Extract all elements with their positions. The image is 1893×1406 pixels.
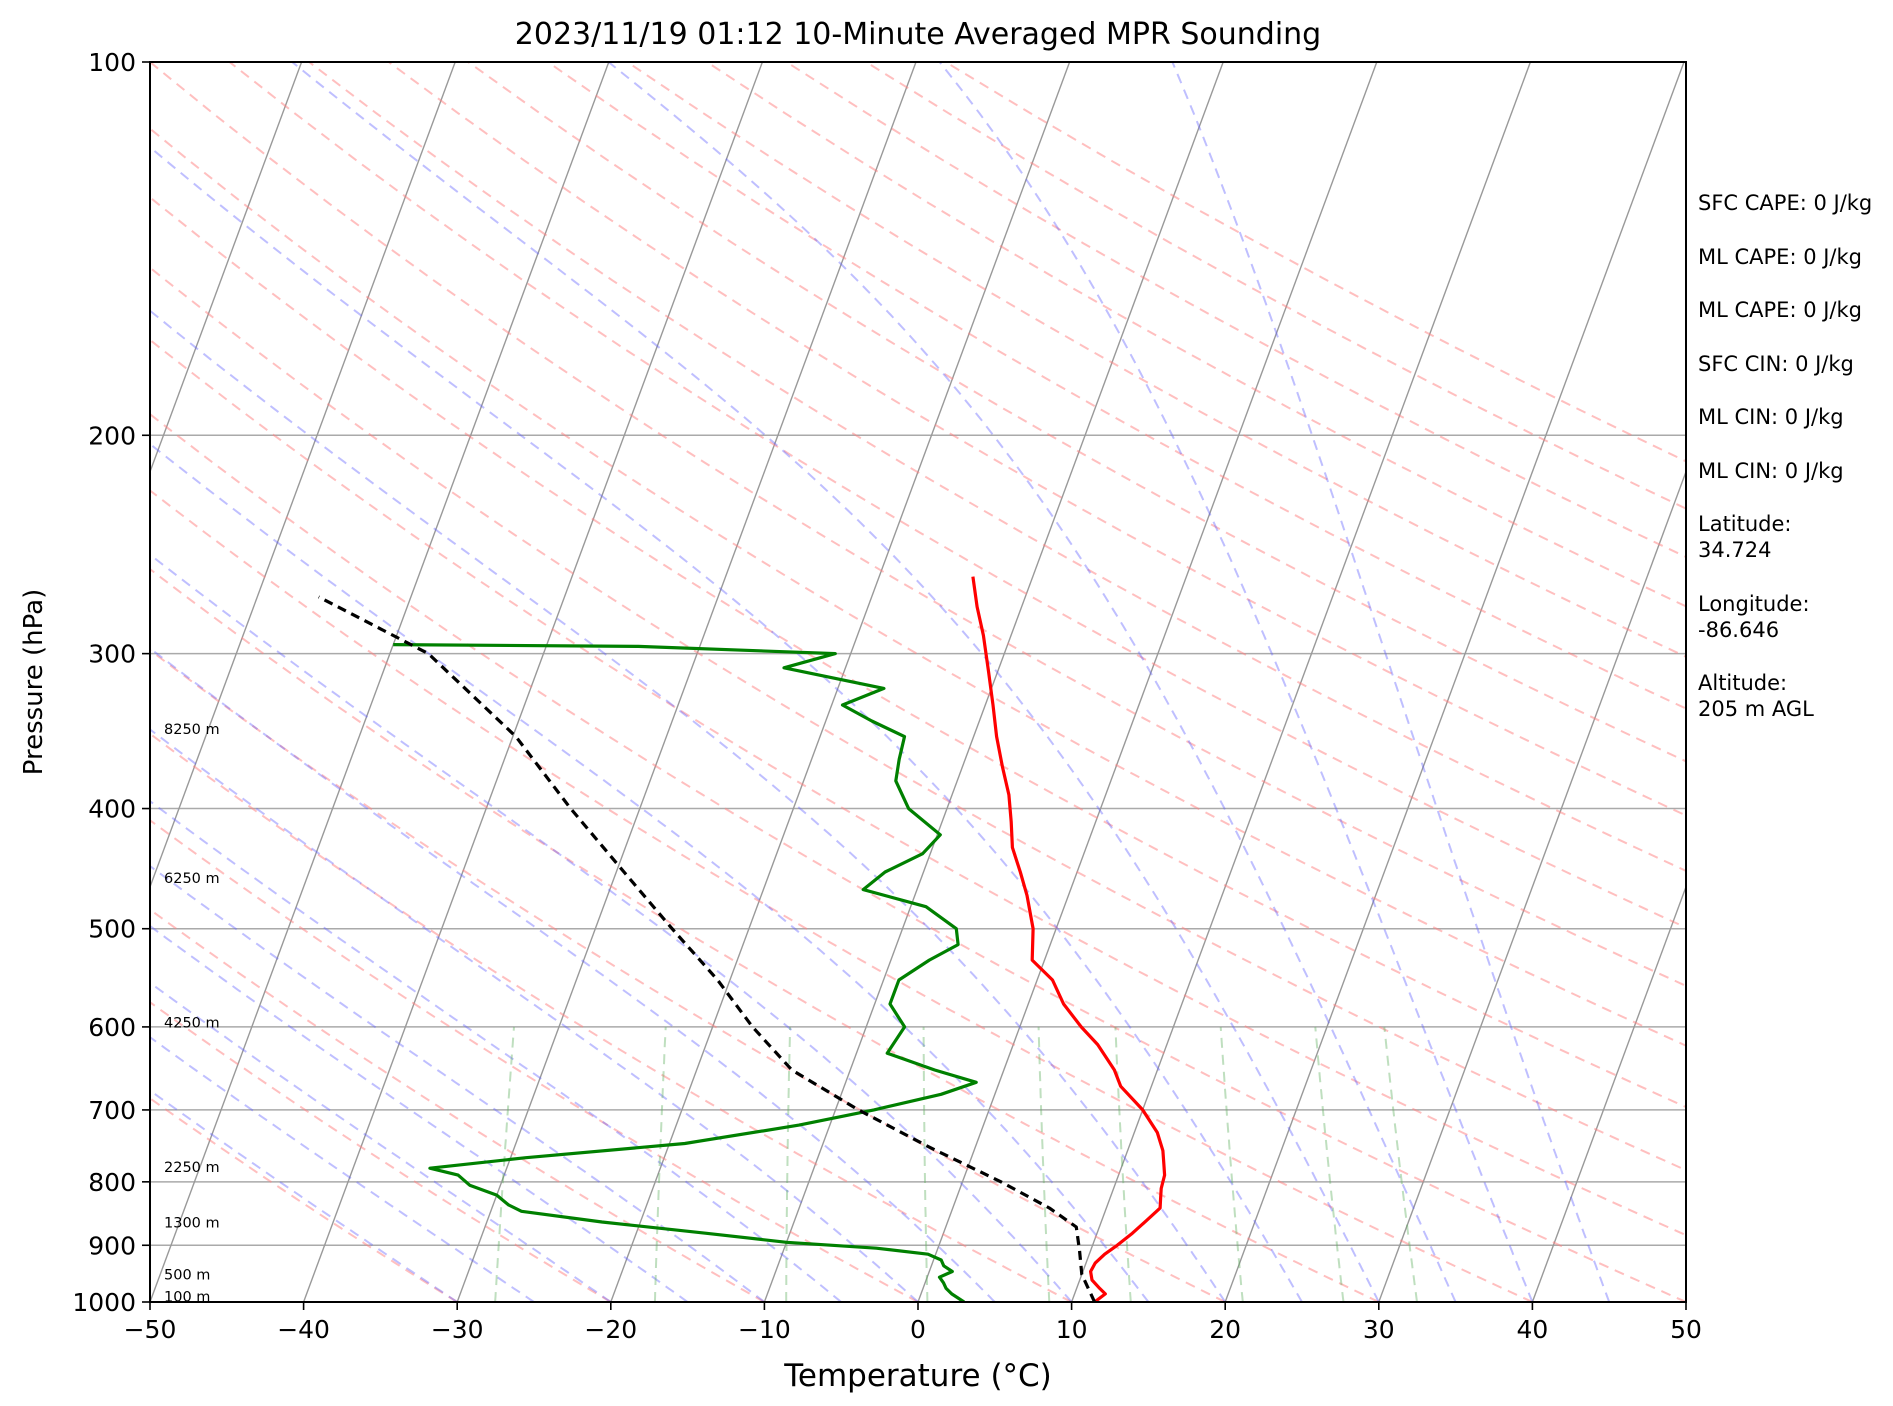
height-label: 1300 m (164, 1216, 220, 1232)
moist-adiabat-line (150, 799, 842, 1302)
dry-adiabat-line (308, 62, 1686, 872)
sounding-stat: Latitude: 34.724 (1698, 512, 1792, 562)
x-tick-label: −40 (277, 1315, 330, 1344)
mixing-ratio-line (653, 1026, 667, 1302)
moist-adiabat-line (607, 62, 1457, 1302)
moist-adiabat-line (291, 62, 1380, 1302)
mixing-ratio-line (785, 1026, 792, 1302)
sounding-stat: ML CAPE: 0 J/kg (1698, 244, 1863, 269)
dry-adiabat-line (150, 732, 1073, 1302)
mixing-ratio-line (1037, 1026, 1051, 1302)
dry-adiabat-line (626, 62, 1686, 658)
height-label: 8250 m (164, 722, 220, 738)
x-tick-label: 10 (1056, 1315, 1088, 1344)
x-tick-label: −50 (124, 1315, 177, 1344)
mixing-ratio-line (1219, 1026, 1244, 1302)
y-axis-label: Pressure (hPa) (19, 589, 49, 776)
height-label: 6250 m (164, 871, 220, 887)
dry-adiabat-line (547, 62, 1686, 710)
isotherm-line (302, 62, 764, 1302)
y-tick-label: 1000 (72, 1288, 136, 1317)
y-tick-label: 600 (88, 1013, 136, 1042)
dry-adiabat-line (150, 338, 1686, 1237)
temperature-profile-line (971, 576, 1167, 1302)
moist-adiabat-line (150, 981, 612, 1302)
moist-adiabat-line (150, 309, 1227, 1302)
moist-adiabat-line (150, 924, 689, 1302)
x-tick-label: −20 (584, 1315, 637, 1344)
y-tick-label: 100 (88, 48, 136, 77)
x-tick-label: −10 (738, 1315, 791, 1344)
dry-adiabat-line (150, 196, 1686, 1109)
sounding-stat: SFC CAPE: 0 J/kg (1698, 191, 1873, 215)
x-tick-label: 50 (1670, 1315, 1702, 1344)
moist-adiabat-line (150, 728, 919, 1302)
moist-adiabat-line (150, 145, 1303, 1302)
dry-adiabat-line (228, 62, 1686, 929)
y-tick-label: 800 (88, 1168, 136, 1197)
y-tick-label: 700 (88, 1096, 136, 1125)
x-axis-label: Temperature (°C) (783, 1358, 1052, 1394)
moist-adiabat-line (150, 647, 996, 1302)
x-tick-label: 30 (1363, 1315, 1395, 1344)
height-label: 500 m (164, 1267, 210, 1283)
sounding-stat: ML CIN: 0 J/kg (1698, 405, 1844, 429)
moist-adiabat-line (150, 1089, 458, 1302)
y-tick-label: 900 (88, 1231, 136, 1260)
x-tick-label: 0 (910, 1315, 926, 1344)
x-tick-label: −30 (431, 1315, 484, 1344)
mixing-ratio-line (922, 1026, 929, 1302)
mixing-ratio-line (494, 1026, 515, 1302)
moist-adiabat-line (150, 1035, 535, 1302)
isotherm-line (150, 62, 303, 474)
dry-adiabat-line (150, 127, 1686, 1047)
moist-adiabat-line (150, 442, 1150, 1302)
dry-adiabat-line (150, 908, 765, 1302)
moist-adiabat-line (938, 62, 1534, 1302)
x-tick-label: 40 (1516, 1315, 1548, 1344)
isotherm-line (610, 62, 1071, 1302)
y-tick-label: 400 (88, 795, 136, 824)
moist-adiabat-line (1171, 62, 1611, 1302)
y-tick-label: 500 (88, 915, 136, 944)
isotherm-line (456, 62, 917, 1302)
isotherm-line (1224, 62, 1685, 1302)
dry-adiabat-line (150, 648, 1226, 1302)
sounding-stat: ML CAPE: 0 J/kg (1698, 298, 1863, 322)
isotherm-line (150, 62, 610, 1302)
height-label: 4250 m (164, 1015, 220, 1031)
sounding-stat: SFC CIN: 0 J/kg (1698, 351, 1854, 376)
isotherm-line (150, 62, 456, 889)
dry-adiabat-line (150, 489, 1533, 1302)
isotherm-line (1070, 62, 1532, 1302)
isotherm-line (763, 62, 1224, 1302)
isotherm-line (1531, 884, 1686, 1302)
mixing-ratio-line (1314, 1026, 1345, 1302)
mixing-ratio-line (1383, 1026, 1418, 1302)
dry-adiabat-line (150, 412, 1686, 1302)
isotherm-line (917, 62, 1378, 1302)
sounding-stat: Longitude: -86.646 (1698, 591, 1810, 642)
sounding-stat: ML CIN: 0 J/kg (1698, 458, 1844, 483)
isotherm-line (1378, 469, 1686, 1302)
height-label: 2250 m (164, 1160, 220, 1176)
chart-title: 2023/11/19 01:12 10-Minute Averaged MPR … (515, 17, 1321, 52)
moist-adiabat-line (150, 864, 766, 1302)
dewpoint-profile-line (393, 643, 978, 1302)
y-tick-label: 300 (88, 640, 136, 669)
x-tick-label: 20 (1209, 1315, 1241, 1344)
sounding-stat: Altitude: 205 m AGL (1698, 671, 1814, 721)
height-label: 100 m (164, 1290, 210, 1306)
dry-adiabat-line (150, 1097, 458, 1302)
mixing-ratio-line (1114, 1026, 1132, 1302)
y-tick-label: 200 (88, 421, 136, 450)
